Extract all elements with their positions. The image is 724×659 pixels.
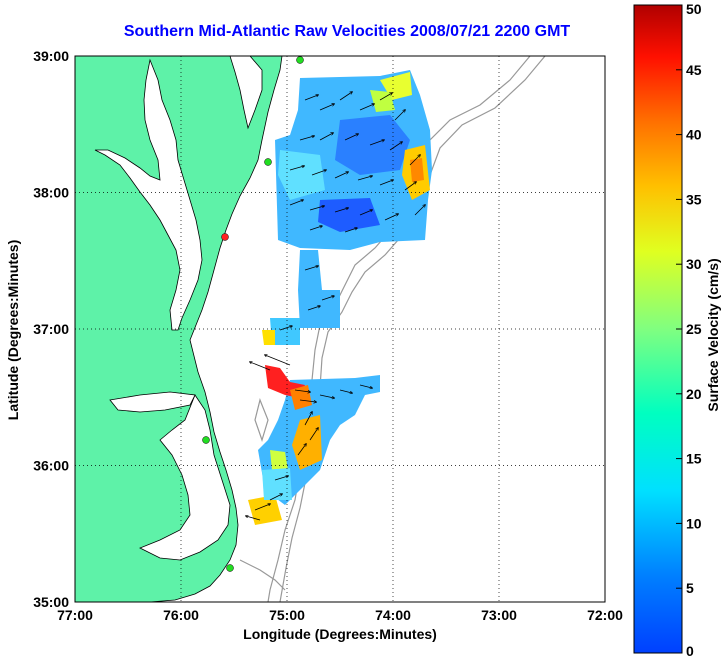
colorbar-tick-label: 5 bbox=[686, 580, 694, 596]
colorbar-tick-label: 40 bbox=[686, 127, 702, 143]
colorbar-tick-label: 10 bbox=[686, 515, 702, 531]
colorbar-tick-label: 0 bbox=[686, 643, 694, 659]
pamlico-sound bbox=[139, 394, 231, 561]
colorbar-tick-label: 15 bbox=[686, 451, 702, 467]
colorbar-tick-label: 35 bbox=[686, 191, 702, 207]
map-title: Southern Mid-Atlantic Raw Velocities 200… bbox=[123, 23, 571, 40]
colorbar-tick-label: 25 bbox=[686, 321, 702, 337]
grid-lines bbox=[75, 56, 605, 602]
x-tick-label: 76:00 bbox=[163, 607, 199, 623]
x-tick-label: 73:00 bbox=[481, 607, 517, 623]
delaware-bay bbox=[229, 56, 263, 130]
colorbar bbox=[633, 4, 683, 654]
y-tick-label: 36:00 bbox=[33, 458, 69, 474]
y-tick-label: 37:00 bbox=[33, 321, 69, 337]
colorbar-tick-label: 45 bbox=[686, 62, 702, 78]
y-tick-label: 38:00 bbox=[33, 185, 69, 201]
colorbar-tick-label: 30 bbox=[686, 256, 702, 272]
colorbar-tick-label: 20 bbox=[686, 386, 702, 402]
x-axis-label: Longitude (Degrees:Minutes) bbox=[243, 626, 437, 642]
x-tick-label: 77:00 bbox=[57, 607, 93, 623]
chesapeake-bay bbox=[94, 58, 203, 331]
x-tick-label: 72:00 bbox=[587, 607, 623, 623]
y-axis-label: Latitude (Degrees:Minutes) bbox=[5, 239, 21, 421]
x-tick-label: 75:00 bbox=[269, 607, 305, 623]
y-tick-label: 39:00 bbox=[33, 48, 69, 64]
velocity-vectors bbox=[246, 92, 425, 521]
x-tick-label: 74:00 bbox=[375, 607, 411, 623]
velocity-field bbox=[248, 70, 432, 525]
albemarle-sound bbox=[109, 391, 196, 413]
colorbar-label: Surface Velocity (cm/s) bbox=[705, 258, 721, 412]
colorbar-tick-label: 50 bbox=[686, 1, 702, 17]
plot-frame bbox=[74, 55, 606, 603]
y-tick-label: 35:00 bbox=[33, 594, 69, 610]
